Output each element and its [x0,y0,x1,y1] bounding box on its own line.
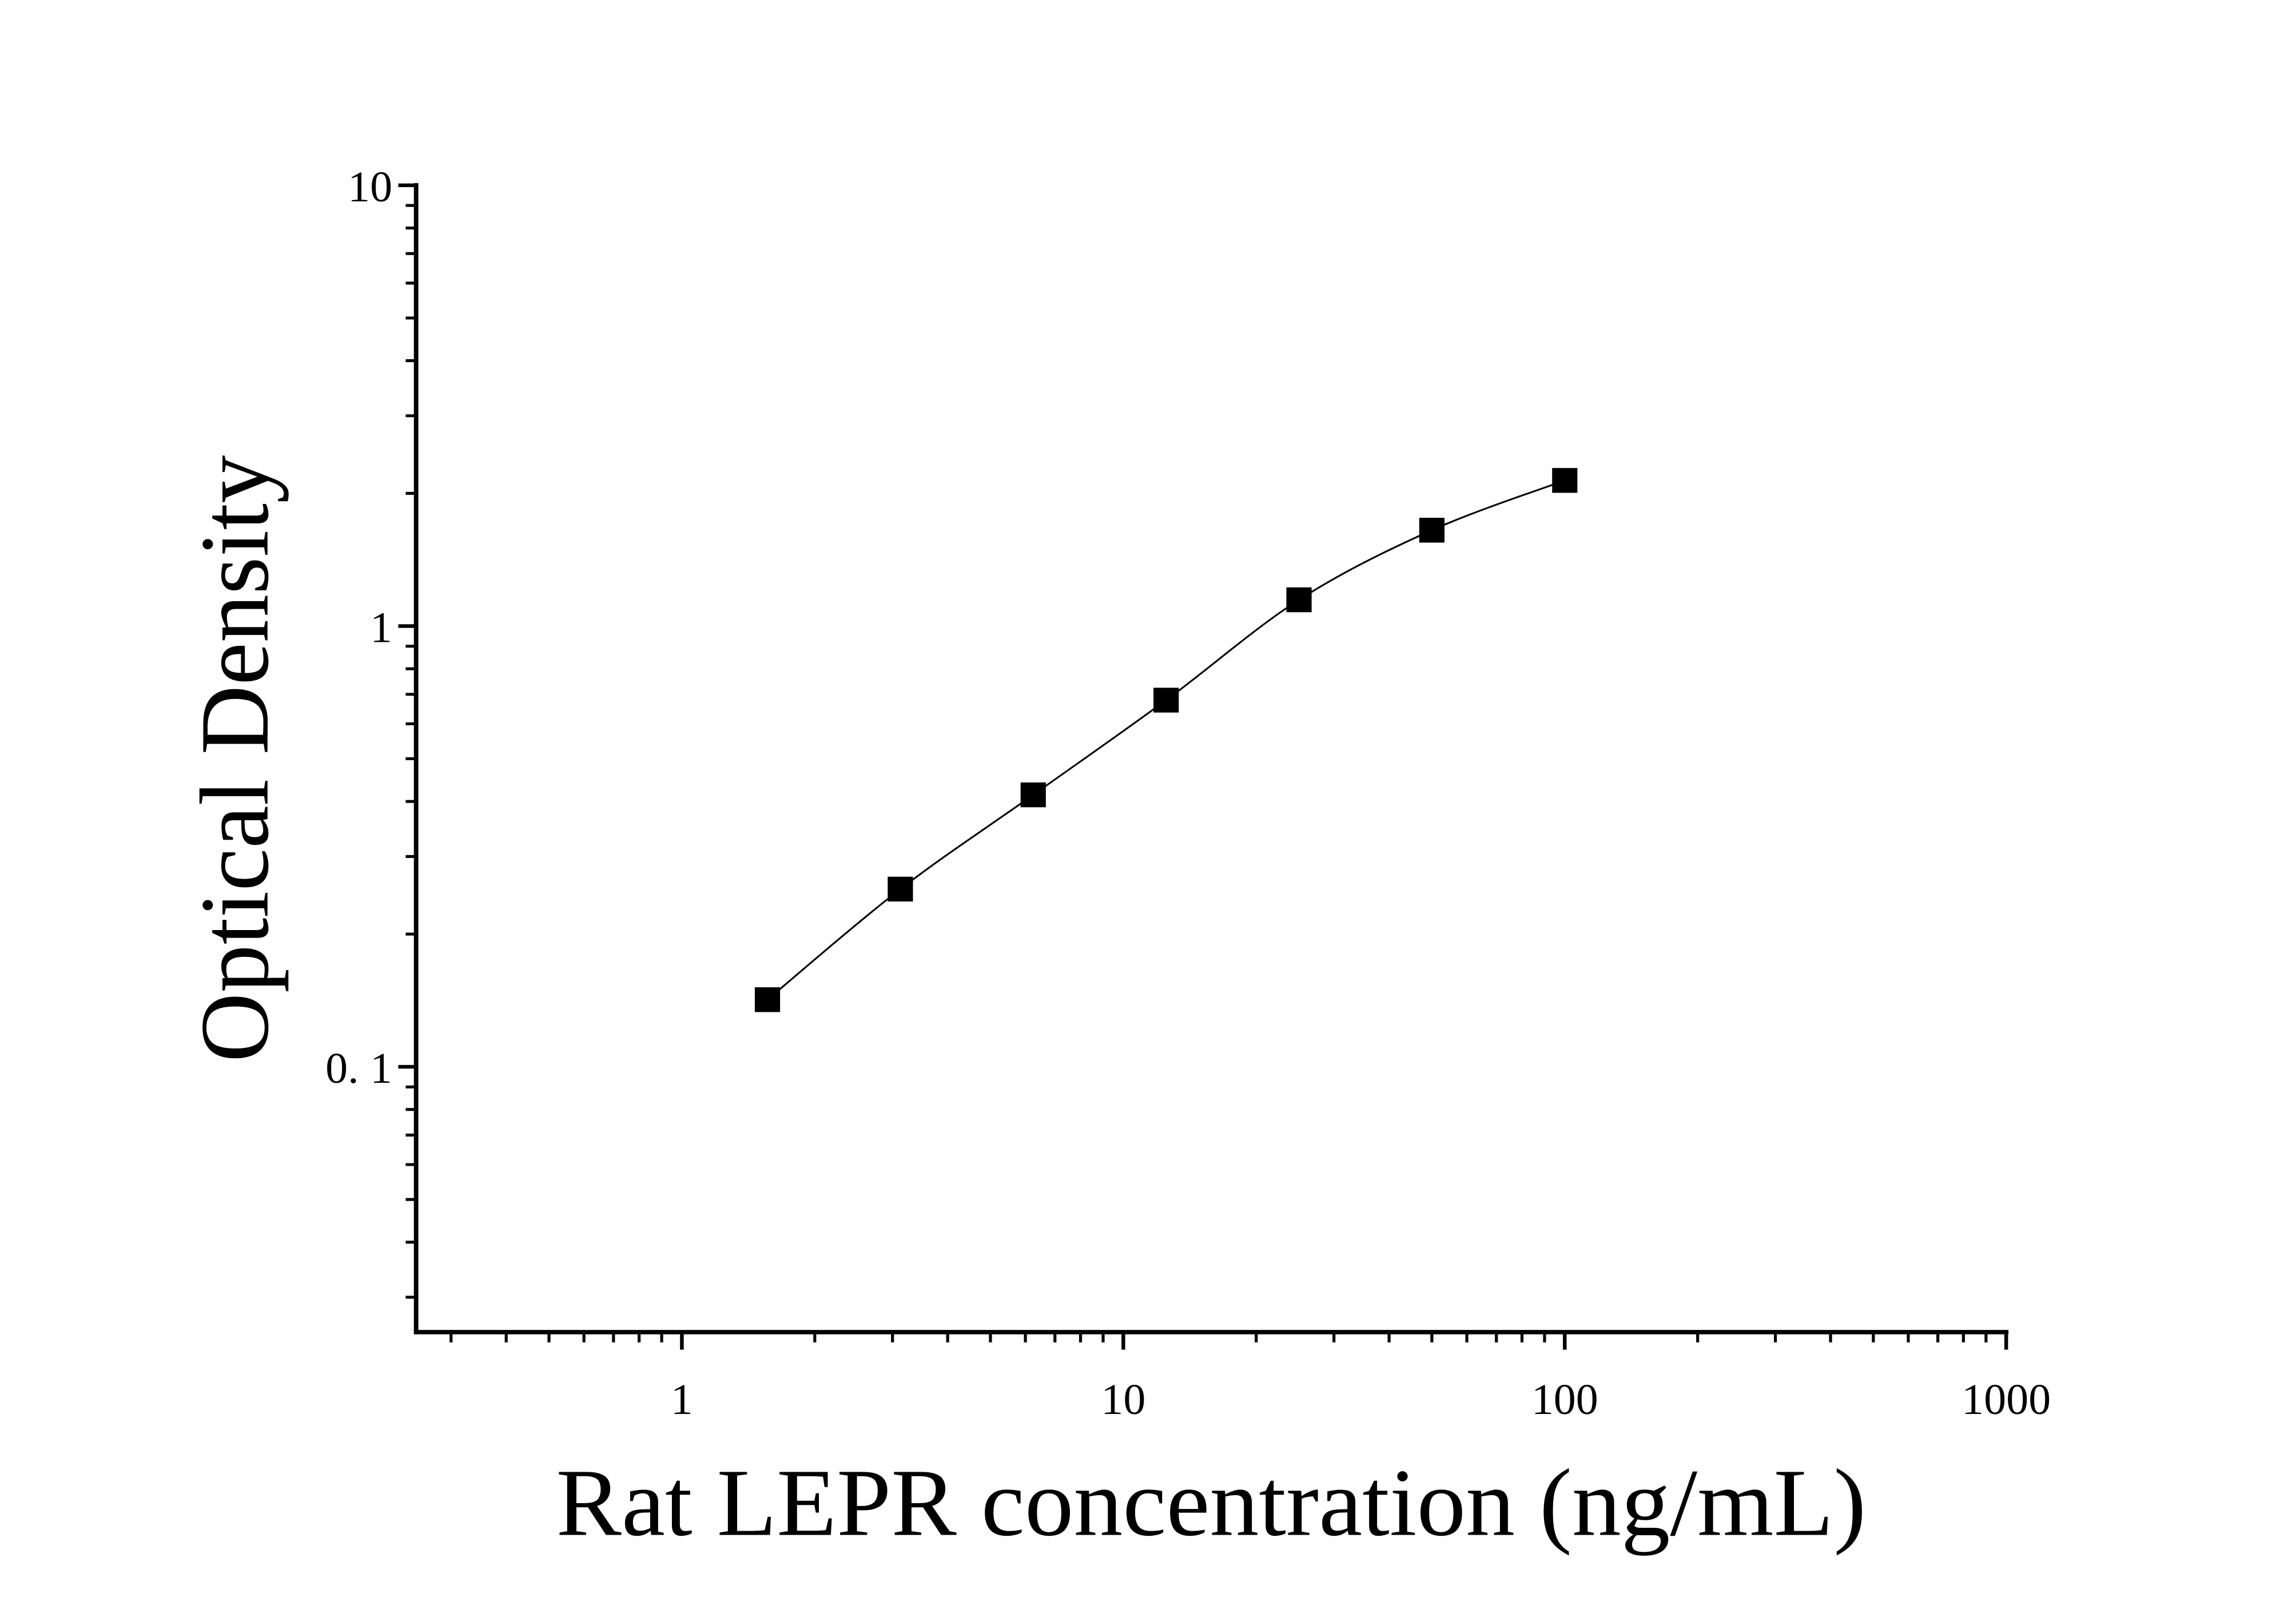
x-tick-label: 100 [1531,1374,1598,1423]
x-axis-label: Rat LEPR concentration (ng/mL) [556,1449,1866,1556]
data-point [888,876,913,902]
y-tick-label: 1 [370,603,392,651]
data-point [754,987,781,1012]
data-point [1552,468,1578,493]
data-point [1153,688,1179,713]
fit-curve [767,479,1565,1000]
y-tick-label: 0. 1 [325,1044,392,1092]
data-point [1020,782,1046,808]
data-point [1419,518,1445,543]
data-point [1286,587,1312,613]
x-tick-label: 1000 [1961,1374,2051,1423]
y-tick-label: 10 [348,162,392,211]
x-tick-label: 1 [671,1374,693,1423]
x-tick-label: 10 [1101,1374,1145,1423]
y-axis-label: Optical Density [180,455,289,1062]
